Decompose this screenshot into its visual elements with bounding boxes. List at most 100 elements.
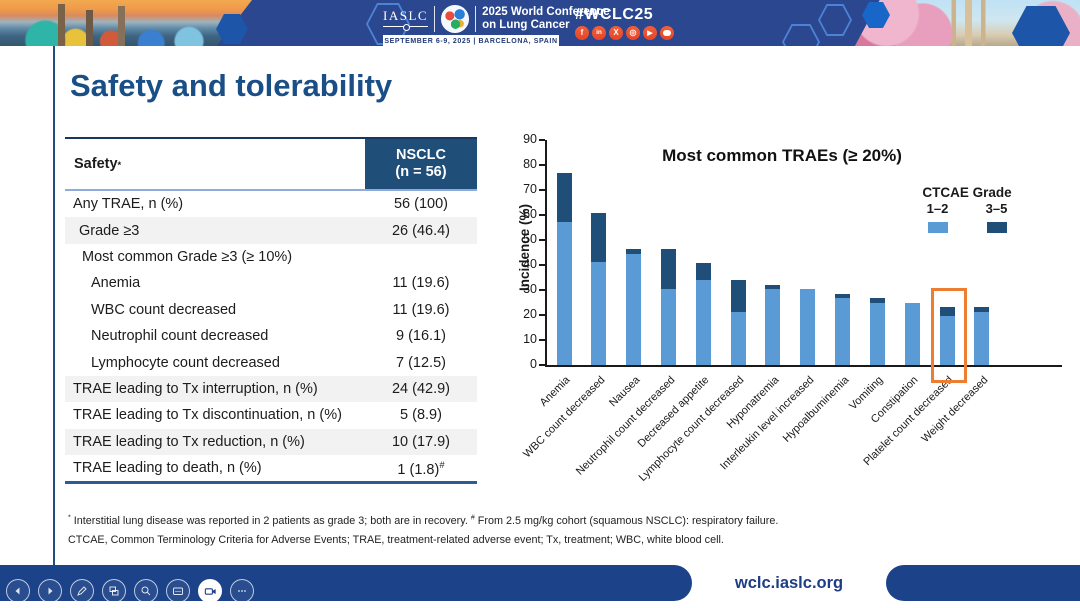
- y-tick-label: 70: [523, 182, 537, 196]
- traes-chart: Most common TRAEs (≥ 20%) Incidence (%) …: [505, 132, 1075, 485]
- wclc-emblem-icon: [441, 5, 470, 33]
- bar-grade35: [835, 293, 851, 298]
- conference-banner: IASLC 2025 World Conference on Lung Canc…: [0, 0, 1080, 46]
- slides-icon[interactable]: [102, 579, 126, 603]
- y-tick-label: 0: [530, 357, 537, 371]
- y-tick-mark: [539, 239, 545, 241]
- bar-grade35: [974, 307, 990, 312]
- y-tick-label: 60: [523, 207, 537, 221]
- conference-url: wclc.iaslc.org: [734, 573, 844, 592]
- bar-grade35: [556, 173, 572, 223]
- y-tick-mark: [539, 314, 545, 316]
- bar-grade12: [730, 311, 746, 365]
- table-row: TRAE leading to Tx reduction, n (%) 10 (1…: [65, 428, 477, 455]
- bar-grade35: [591, 213, 607, 263]
- camera-icon[interactable]: [198, 579, 222, 603]
- bar-grade12: [800, 289, 816, 365]
- table-row: Lymphocyte count decreased 7 (12.5): [91, 354, 446, 371]
- bar-grade35: [730, 280, 746, 312]
- footer-bar-right: [886, 565, 1080, 601]
- chart-legend: CTCAE Grade 1–2 3–5: [897, 185, 1037, 233]
- presenter-toolbar: [6, 579, 254, 603]
- table-row: WBC count decreased 11 (19.6): [91, 301, 450, 318]
- bar-grade12: [660, 289, 676, 365]
- highlight-box: [930, 288, 967, 383]
- table-row: TRAE leading to death, n (%) 1 (1.8)#: [73, 458, 445, 478]
- y-tick-mark: [539, 364, 545, 366]
- x-icon: X: [609, 26, 623, 40]
- conference-title: 2025 World Conference on Lung Cancer: [482, 5, 610, 31]
- slide-title: Safety and tolerability: [70, 68, 393, 103]
- footnotes: * Interstitial lung disease was reported…: [68, 512, 778, 551]
- legend-title: CTCAE Grade: [922, 185, 1012, 200]
- hexagon-outline: [782, 24, 820, 46]
- barcelona-park-photo: [0, 0, 252, 46]
- footnote-line2: CTCAE, Common Terminology Criteria for A…: [68, 534, 724, 547]
- hexagon-outline: [818, 4, 852, 36]
- y-tick-label: 10: [523, 332, 537, 346]
- legend-label-grade12: 1–2: [926, 201, 949, 216]
- y-tick-label: 40: [523, 257, 537, 271]
- left-accent-line: [53, 46, 55, 565]
- linkedin-icon: in: [592, 26, 606, 40]
- bar-grade12: [695, 280, 711, 365]
- table-row: TRAE leading to Tx discontinuation, n (%…: [73, 407, 442, 424]
- captions-icon[interactable]: [166, 579, 190, 603]
- y-tick-mark: [539, 289, 545, 291]
- more-icon[interactable]: [230, 579, 254, 603]
- y-tick-mark: [539, 214, 545, 216]
- bar-grade12: [939, 316, 955, 365]
- next-icon[interactable]: [38, 579, 62, 603]
- bar-grade35: [660, 248, 676, 289]
- previous-icon[interactable]: [6, 579, 30, 603]
- y-tick-label: 30: [523, 282, 537, 296]
- footnote-line1: * Interstitial lung disease was reported…: [68, 514, 779, 527]
- bar-grade35: [626, 249, 642, 254]
- bar-grade35: [939, 307, 955, 316]
- y-tick-mark: [539, 189, 545, 191]
- legend-swatch-grade12: [927, 222, 948, 233]
- table-header-nsclc: NSCLC (n = 56): [365, 139, 477, 189]
- y-tick-mark: [539, 139, 545, 141]
- table-row: Anemia 11 (19.6): [91, 275, 450, 292]
- facebook-icon: f: [575, 26, 589, 40]
- y-tick-label: 50: [523, 232, 537, 246]
- bar-grade12: [974, 311, 990, 365]
- youtube-icon: ▶: [643, 26, 657, 40]
- chart-title: Most common TRAEs (≥ 20%): [662, 146, 902, 165]
- table-row: TRAE leading to Tx interruption, n (%) 24…: [65, 375, 477, 403]
- legend-swatch-grade35: [986, 222, 1007, 233]
- bar-grade12: [626, 253, 642, 365]
- y-tick-label: 80: [523, 157, 537, 171]
- pen-icon[interactable]: [70, 579, 94, 603]
- bar-grade12: [765, 289, 781, 365]
- table-row: Neutrophil count decreased 9 (16.1): [91, 328, 446, 345]
- iaslc-logo-block: IASLC 2025 World Conference on Lung Canc…: [383, 5, 610, 33]
- legend-label-grade35: 3–5: [985, 201, 1008, 216]
- bar-grade35: [695, 262, 711, 281]
- conference-date-venue: SEPTEMBER 6-9, 2025 | BARCELONA, SPAIN: [383, 35, 559, 46]
- safety-table: Safety * NSCLC (n = 56) Any TRAE, n (%) 56…: [65, 137, 477, 485]
- table-row: Most common Grade ≥3 (≥ 10%): [82, 248, 293, 265]
- hashtag: #WCLC25: [575, 6, 654, 23]
- bar-grade35: [765, 284, 781, 289]
- table-row: Grade ≥3 26 (46.4): [65, 217, 477, 244]
- y-tick-mark: [539, 164, 545, 166]
- y-tick-label: 20: [523, 307, 537, 321]
- instagram-icon: ◎: [626, 26, 640, 40]
- bar-grade12: [835, 298, 851, 365]
- y-tick-label: 90: [523, 132, 537, 146]
- iaslc-logo: IASLC: [383, 8, 429, 31]
- y-tick-mark: [539, 339, 545, 341]
- bar-grade12: [591, 262, 607, 365]
- bar-grade35: [869, 298, 885, 303]
- bar-grade12: [556, 222, 572, 365]
- bar-grade12: [869, 302, 885, 365]
- table-header-row: Safety * NSCLC (n = 56): [65, 139, 477, 191]
- chat-icon: [660, 26, 674, 40]
- table-row: Any TRAE, n (%) 56 (100): [73, 196, 448, 213]
- social-icons: f in X ◎ ▶: [575, 26, 674, 40]
- y-tick-mark: [539, 264, 545, 266]
- zoom-icon[interactable]: [134, 579, 158, 603]
